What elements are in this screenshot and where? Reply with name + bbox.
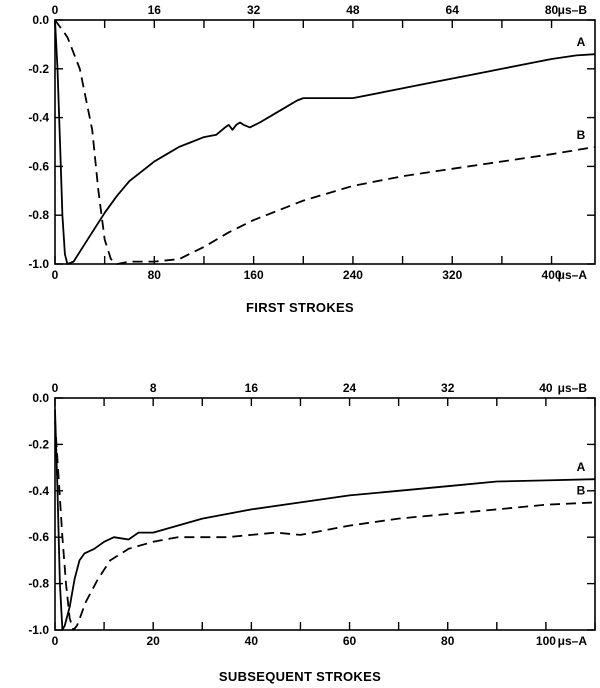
x-tick-label: 160 <box>244 268 264 282</box>
x-tick-label: 240 <box>343 268 363 282</box>
plot-frame <box>54 397 596 631</box>
series-label-b: B <box>577 128 586 142</box>
series-line-b <box>54 421 596 631</box>
x-axis-label: μs–A <box>558 634 588 648</box>
y-tick-label: 0.0 <box>32 391 49 405</box>
x2-tick-label: 40 <box>539 381 553 395</box>
y-tick-label: -0.6 <box>28 159 49 173</box>
x-tick-label: 400 <box>542 268 562 282</box>
x2-tick-label: 32 <box>247 3 261 17</box>
subsequent-strokes-plot: 0.0-0.2-0.4-0.6-0.8-1.00 20 40 60 80 100 μs–A0… <box>28 381 596 648</box>
x2-tick-label: 8 <box>150 381 157 395</box>
x2-tick-label: 64 <box>446 3 460 17</box>
series-line-a <box>54 409 596 631</box>
y-tick-label: -1.0 <box>28 257 49 271</box>
x-tick-label: 20 <box>147 634 161 648</box>
x2-tick-label: 32 <box>441 381 455 395</box>
x2-tick-label: 0 <box>52 3 59 17</box>
series-label-a: A <box>577 35 586 49</box>
x2-tick-label: 16 <box>245 381 259 395</box>
first-strokes-plot: 0.0-0.2-0.4-0.6-0.8-1.00 80 160 240 320 400μs… <box>28 3 596 282</box>
x2-tick-label: 0 <box>52 381 59 395</box>
y-tick-label: 0.0 <box>32 13 49 27</box>
y-tick-label: -0.6 <box>28 530 49 544</box>
x-tick-label: 100 <box>536 634 556 648</box>
series-line-b <box>54 19 596 265</box>
x-tick-label: 0 <box>52 268 59 282</box>
x-tick-label: 80 <box>148 268 162 282</box>
series-label-a: A <box>577 460 586 474</box>
plot-frame <box>54 19 596 265</box>
x-tick-label: 60 <box>343 634 357 648</box>
x-tick-label: 40 <box>245 634 259 648</box>
x-tick-label: 80 <box>441 634 455 648</box>
x2-tick-label: 80 <box>545 3 559 17</box>
y-tick-label: -0.8 <box>28 577 49 591</box>
series-line-a <box>54 19 596 265</box>
y-tick-label: -0.4 <box>28 111 49 125</box>
y-tick-label: -0.4 <box>28 484 49 498</box>
subsequent-strokes-chart: 0.0 -0.2 -0.4 -0.6 -0.8 -1.0 0 20 40 60 80 100 μs–A 0… <box>0 340 600 688</box>
first-strokes-chart: 0.0 -0.2 -0.4 -0.6 -0.8 -1.0 0 80 160 240 320 400 μs… <box>0 0 600 330</box>
x-axis-label: μs–A <box>558 268 588 282</box>
x2-tick-label: 24 <box>343 381 357 395</box>
x2-tick-label: 48 <box>346 3 360 17</box>
y-tick-label: -0.2 <box>28 62 49 76</box>
x2-tick-label: 16 <box>148 3 162 17</box>
series-label-b: B <box>577 483 586 497</box>
y-tick-label: -1.0 <box>28 623 49 637</box>
y-tick-label: -0.8 <box>28 208 49 222</box>
x2-axis-label: μs–B <box>558 3 588 17</box>
x-tick-label: 0 <box>52 634 59 648</box>
first-strokes-title: FIRST STROKES <box>246 300 354 315</box>
y-tick-label: -0.2 <box>28 437 49 451</box>
x2-axis-label: μs–B <box>558 381 588 395</box>
x-tick-label: 320 <box>442 268 462 282</box>
subsequent-strokes-title: SUBSEQUENT STROKES <box>218 669 382 684</box>
